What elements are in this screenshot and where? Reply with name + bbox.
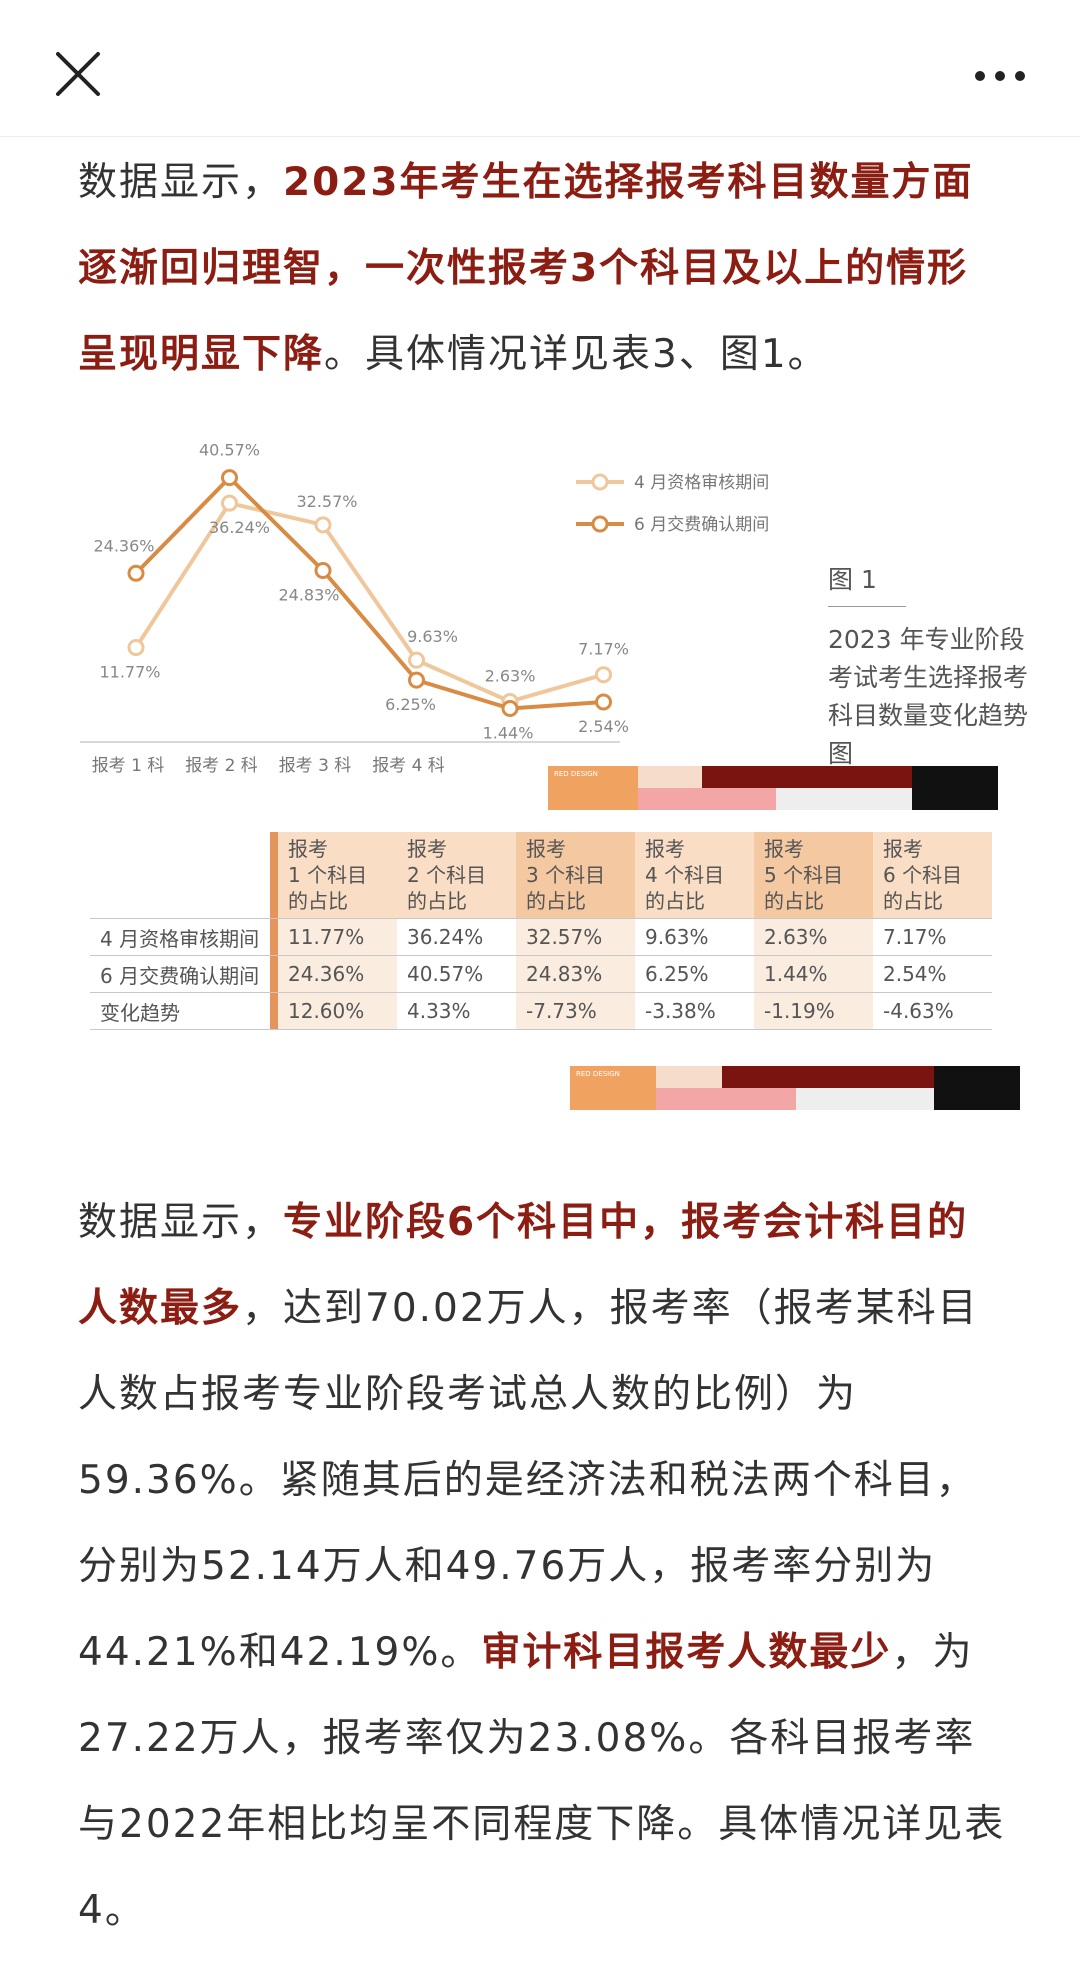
data-label: 40.57% xyxy=(199,441,260,460)
data-label: 2.63% xyxy=(485,666,536,685)
paragraph-intro: 数据显示，2023年考生在选择报考科目数量方面逐渐回归理智，一次性报考3个科目及… xyxy=(78,140,1008,398)
figure-number: 图 1 xyxy=(828,560,906,607)
figure-caption: 图 1 2023 年专业阶段考试考生选择报考科目数量变化趋势图 xyxy=(828,560,1028,773)
table-cell: 40.57% xyxy=(397,955,516,993)
legend-label: 6 月交费确认期间 xyxy=(634,515,769,535)
legend-marker xyxy=(591,515,609,533)
data-point xyxy=(408,671,425,689)
table-row: 变化趋势 12.60% 4.33% -7.73% -3.38% -1.19% -… xyxy=(90,992,992,1030)
data-point xyxy=(314,516,332,534)
legend-marker xyxy=(591,473,609,491)
figure-1: 报考 1 科报考 2 科报考 3 科报考 4 科 11.77% 36.24% 32.5… xyxy=(0,440,1080,1120)
x-tick-label: 报考 3 科 xyxy=(279,756,352,776)
x-tick-label: 报考 2 科 xyxy=(185,756,258,776)
series-line xyxy=(134,501,605,704)
data-point xyxy=(595,666,612,684)
table-cell: 36.24% xyxy=(397,918,516,956)
data-label: 1.44% xyxy=(483,724,534,743)
data-label: 36.24% xyxy=(209,518,270,537)
data-point xyxy=(314,562,332,580)
data-label: 24.36% xyxy=(93,536,154,555)
table-row: 6 月交费确认期间 24.36% 40.57% 24.83% 6.25% 1.4… xyxy=(90,955,992,993)
paragraph-text: 数据显示， xyxy=(78,160,284,205)
data-point xyxy=(595,693,612,711)
brand-label: RED DESIGN xyxy=(554,770,598,778)
data-label: 2.54% xyxy=(578,717,629,736)
data-point xyxy=(221,494,238,512)
row-label: 4 月资格审核期间 xyxy=(90,918,270,956)
table-accent-bar xyxy=(270,832,278,919)
table-cell: 32.57% xyxy=(516,918,635,956)
column-header: 报考 5 个科目 的占比 xyxy=(754,832,873,919)
table-cell: 2.54% xyxy=(873,955,992,993)
data-label: 7.17% xyxy=(578,640,629,659)
highlight-text: 审计科目报考人数最少 xyxy=(481,1630,892,1675)
table-cell: -7.73% xyxy=(516,992,635,1030)
column-header: 报考 1 个科目 的占比 xyxy=(278,832,397,919)
table-cell: 9.63% xyxy=(635,918,754,956)
column-header: 报考 4 个科目 的占比 xyxy=(635,832,754,919)
highlight-text: 2023年考生在选择报考科目数量方面逐渐回归理智，一次性报考3个科目及以上的情形… xyxy=(78,160,974,377)
data-label: 11.77% xyxy=(99,663,160,682)
legend-label: 4 月资格审核期间 xyxy=(634,473,769,493)
table-header-row: 报考 1 个科目 的占比 报考 2 个科目 的占比 报考 3 个科目 的占比 报考 4 个科目… xyxy=(90,832,992,919)
table-cell: 12.60% xyxy=(278,992,397,1030)
table-cell: -3.38% xyxy=(635,992,754,1030)
table-cell: 24.36% xyxy=(278,955,397,993)
highlight-text: 专业阶段6个科目中，报考会计科目的人数最多 xyxy=(78,1200,969,1331)
paragraph-subjects: 数据显示，专业阶段6个科目中，报考会计科目的人数最多，达到70.02万人，报考率… xyxy=(78,1180,1008,1954)
data-table: 报考 1 个科目 的占比 报考 2 个科目 的占比 报考 3 个科目 的占比 报考 4 个科目… xyxy=(90,832,992,1030)
row-label: 变化趋势 xyxy=(90,992,270,1030)
table-cell: 6.25% xyxy=(635,955,754,993)
table-corner-cell xyxy=(90,832,270,919)
column-header: 报考 3 个科目 的占比 xyxy=(516,832,635,919)
table-cell: 2.63% xyxy=(754,918,873,956)
paragraph-text: ，达到70.02万人，报考率（报考某科目人数占报考专业阶段考试总人数的比例）为5… xyxy=(78,1286,979,1675)
data-point xyxy=(221,469,238,487)
data-point xyxy=(127,564,145,582)
figure-title: 2023 年专业阶段考试考生选择报考科目数量变化趋势图 xyxy=(828,625,1029,768)
data-point xyxy=(501,700,519,718)
column-header: 报考 2 个科目 的占比 xyxy=(397,832,516,919)
paragraph-text: 数据显示， xyxy=(78,1200,284,1245)
data-label: 32.57% xyxy=(296,492,357,511)
brand-label: RED DESIGN xyxy=(576,1070,620,1078)
table-cell: -1.19% xyxy=(754,992,873,1030)
paragraph-text: ，为27.22万人，报考率仅为23.08%。各科目报考率与2022年相比均呈不同… xyxy=(78,1630,1006,1933)
brand-color-bar: RED DESIGN xyxy=(548,766,998,810)
brand-color-bar: RED DESIGN xyxy=(570,1066,1020,1110)
data-point xyxy=(408,651,425,669)
table-cell: 1.44% xyxy=(754,955,873,993)
paragraph-text: 。具体情况详见表3、图1。 xyxy=(324,332,829,377)
more-icon[interactable] xyxy=(970,56,1030,96)
top-bar xyxy=(0,0,1080,137)
row-label: 6 月交费确认期间 xyxy=(90,955,270,993)
table-cell: -4.63% xyxy=(873,992,992,1030)
column-header: 报考 6 个科目 的占比 xyxy=(873,832,992,919)
line-chart: 报考 1 科报考 2 科 报考 3 科报考 4 科 11.77% 36.24% 32.5… xyxy=(80,441,769,776)
data-label: 6.25% xyxy=(385,695,436,714)
x-tick-label: 报考 1 科 xyxy=(92,756,165,776)
data-label: 24.83% xyxy=(278,586,339,605)
table-cell: 4.33% xyxy=(397,992,516,1030)
table-cell: 7.17% xyxy=(873,918,992,956)
x-tick-label: 报考 4 科 xyxy=(372,756,445,776)
data-point xyxy=(127,639,145,657)
close-icon[interactable] xyxy=(48,44,108,104)
table-row: 4 月资格审核期间 11.77% 36.24% 32.57% 9.63% 2.6… xyxy=(90,918,992,956)
data-label: 9.63% xyxy=(407,627,458,646)
table-cell: 24.83% xyxy=(516,955,635,993)
table-cell: 11.77% xyxy=(278,918,397,956)
series-line xyxy=(134,475,604,711)
